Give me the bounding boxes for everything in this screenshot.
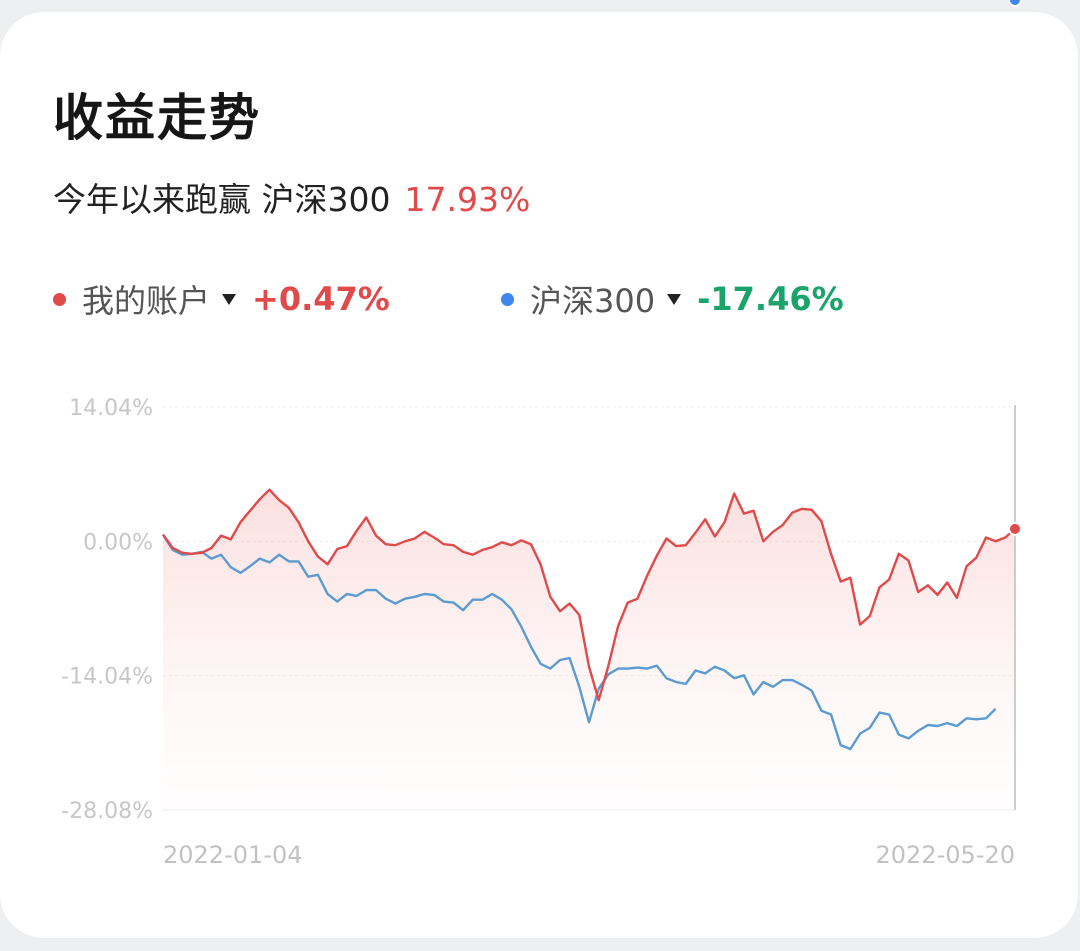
legend-csi300[interactable]: 沪深300 -17.46% xyxy=(501,276,844,322)
legend-csi300-value: -17.46% xyxy=(697,280,844,318)
y-tick-label: 0.00% xyxy=(83,530,153,555)
x-tick-label: 2022-05-20 xyxy=(876,841,1015,869)
y-tick-label: -28.08% xyxy=(61,799,153,824)
caret-down-icon[interactable] xyxy=(222,293,237,305)
outperform-label: 今年以来跑赢 沪深300 xyxy=(53,180,391,219)
outperform-summary: 今年以来跑赢 沪深300 17.93% xyxy=(53,180,530,220)
my-account-area-fill xyxy=(163,489,1015,810)
outperform-value: 17.93% xyxy=(404,180,531,219)
x-tick-label: 2022-01-04 xyxy=(163,841,302,869)
legend-my-account-value: +0.47% xyxy=(252,280,390,318)
y-tick-label: 14.04% xyxy=(69,396,153,421)
y-tick-label: -14.04% xyxy=(61,665,153,690)
csi300-line xyxy=(161,533,997,751)
caret-down-icon[interactable] xyxy=(667,293,682,305)
my-account-dot xyxy=(53,292,66,306)
csi300-dot xyxy=(501,292,514,306)
legend-my-account[interactable]: 我的账户 +0.47% xyxy=(53,276,390,322)
card-title: 收益走势 xyxy=(53,89,261,147)
legend-my-account-label: 我的账户 xyxy=(82,282,211,320)
legend-csi300-label: 沪深300 xyxy=(530,282,656,320)
my-account-end-point xyxy=(1008,521,1022,536)
my-account-line xyxy=(162,488,1016,702)
csi300-end-point xyxy=(1008,0,1022,7)
